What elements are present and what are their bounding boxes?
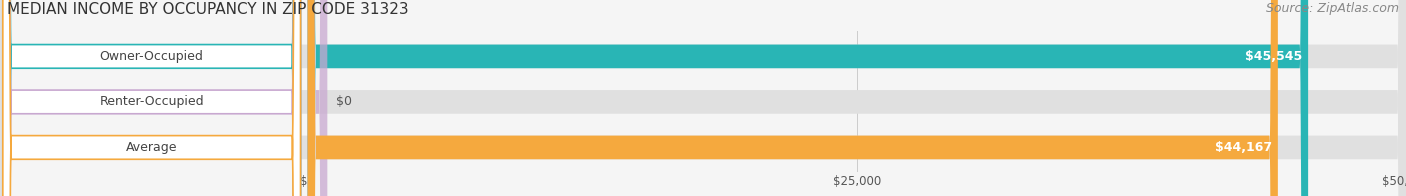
Text: Owner-Occupied: Owner-Occupied [100,50,204,63]
FancyBboxPatch shape [308,0,328,196]
Text: Source: ZipAtlas.com: Source: ZipAtlas.com [1265,2,1399,15]
Text: Average: Average [127,141,177,154]
FancyBboxPatch shape [3,0,301,196]
Text: $0: $0 [336,95,352,108]
FancyBboxPatch shape [308,0,1278,196]
Text: $45,545: $45,545 [1246,50,1302,63]
Text: $44,167: $44,167 [1215,141,1272,154]
FancyBboxPatch shape [3,0,301,196]
FancyBboxPatch shape [3,0,301,196]
Text: Renter-Occupied: Renter-Occupied [100,95,204,108]
Text: MEDIAN INCOME BY OCCUPANCY IN ZIP CODE 31323: MEDIAN INCOME BY OCCUPANCY IN ZIP CODE 3… [7,2,409,17]
FancyBboxPatch shape [308,0,1308,196]
